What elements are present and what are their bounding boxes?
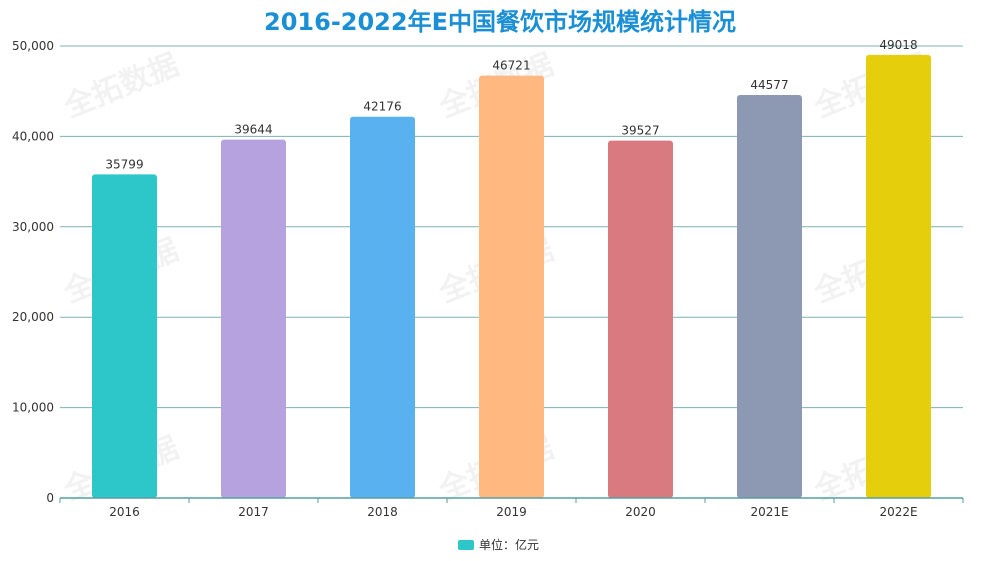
watermark-text: 全拓数据: [58, 47, 183, 125]
bar-2017[interactable]: [221, 139, 286, 499]
bar-2021E[interactable]: [737, 95, 802, 498]
data-label-2022E: 49018: [879, 38, 917, 52]
legend-swatch: [458, 540, 474, 550]
x-tick-label: 2018: [367, 505, 398, 519]
y-tick-label: 30,000: [12, 220, 54, 234]
x-tick-label: 2020: [625, 505, 656, 519]
data-label-2019: 46721: [492, 59, 530, 73]
chart-title: 2016-2022年E中国餐饮市场规模统计情况: [264, 8, 736, 36]
bar-2022E[interactable]: [866, 54, 931, 498]
y-tick-label: 10,000: [12, 401, 54, 415]
data-label-2016: 35799: [105, 157, 143, 171]
x-tick-label: 2021E: [750, 505, 788, 519]
bars: [92, 54, 931, 499]
data-label-2020: 39527: [621, 124, 659, 138]
x-axis: [59, 497, 964, 503]
y-tick-label: 40,000: [12, 129, 54, 143]
x-tick-label: 2022E: [879, 505, 917, 519]
data-label-2018: 42176: [363, 100, 401, 114]
bar-2016[interactable]: [92, 174, 157, 498]
x-axis-tick-labels: 2016 2017 2018 2019 2020 2021E 2022E: [109, 505, 917, 519]
data-labels: 35799 39644 42176 46721 39527 44577 49018: [105, 38, 917, 171]
data-label-2017: 39644: [234, 123, 272, 137]
data-label-2021E: 44577: [750, 78, 788, 92]
y-tick-label: 0: [46, 491, 54, 505]
legend-label: 单位：亿元: [479, 537, 539, 552]
x-tick-label: 2016: [109, 505, 140, 519]
y-tick-label: 50,000: [12, 39, 54, 53]
bar-2019[interactable]: [479, 75, 544, 499]
y-axis-tick-labels: 0 10,000 20,000 30,000 40,000 50,000: [12, 39, 54, 505]
bar-2018[interactable]: [350, 116, 415, 499]
legend[interactable]: 单位：亿元: [458, 537, 539, 552]
x-tick-label: 2019: [496, 505, 527, 519]
y-tick-label: 20,000: [12, 310, 54, 324]
bar-2020[interactable]: [608, 140, 673, 499]
x-tick-label: 2017: [238, 505, 269, 519]
